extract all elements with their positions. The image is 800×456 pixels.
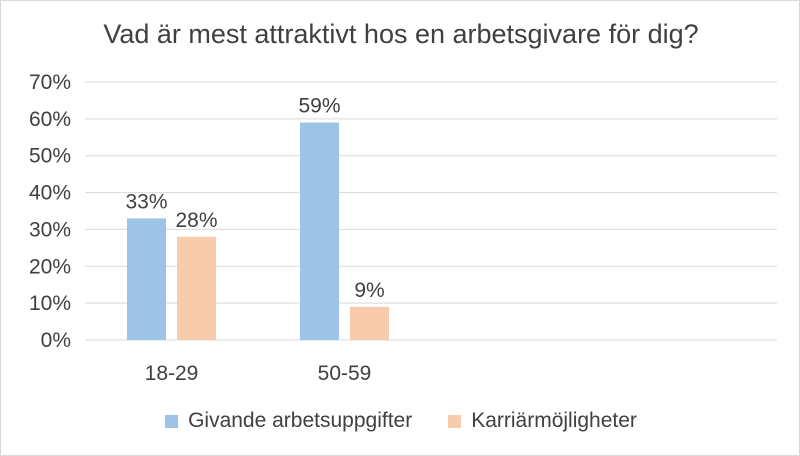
data-label-18-29-series-0: 33%: [125, 190, 167, 213]
y-tick-label: 40%: [29, 182, 71, 205]
x-tick-label-18-29: 18-29: [145, 362, 199, 385]
legend-label-karriar: Karriärmöjligheter: [471, 409, 637, 432]
legend-label-givande: Givande arbetsuppgifter: [188, 409, 413, 432]
bar-50-59-series-1: [350, 306, 389, 340]
data-label-50-59-series-0: 59%: [298, 95, 340, 118]
y-tick-label: 30%: [29, 218, 71, 241]
y-tick-label: 20%: [29, 255, 71, 278]
y-tick-label: 70%: [29, 71, 71, 94]
legend-item-givande: Givande arbetsuppgifter: [165, 409, 412, 433]
x-tick-label-50-59: 50-59: [318, 362, 372, 385]
bar-18-29-series-0: [127, 218, 166, 340]
chart-legend: Givande arbetsuppgifter Karriärmöjlighet…: [1, 409, 800, 433]
legend-item-karriar: Karriärmöjligheter: [448, 409, 637, 433]
y-tick-label: 10%: [29, 292, 71, 315]
y-tick-label: 50%: [29, 145, 71, 168]
data-label-18-29-series-1: 28%: [175, 209, 217, 232]
chart-plot: 0% 10% 20% 30% 40% 50% 60% 70% 33% 28% 18-29 59% 9% 5…: [29, 71, 777, 385]
y-tick-label: 60%: [29, 108, 71, 131]
chart-title: Vad är mest attraktivt hos en arbetsgiva…: [103, 19, 699, 49]
bar-18-29-series-1: [177, 236, 216, 340]
legend-swatch-karriar: [448, 414, 462, 428]
legend-swatch-givande: [165, 414, 179, 428]
data-label-50-59-series-1: 9%: [354, 279, 384, 302]
y-tick-label: 0%: [41, 329, 71, 352]
bar-50-59-series-0: [300, 122, 339, 341]
